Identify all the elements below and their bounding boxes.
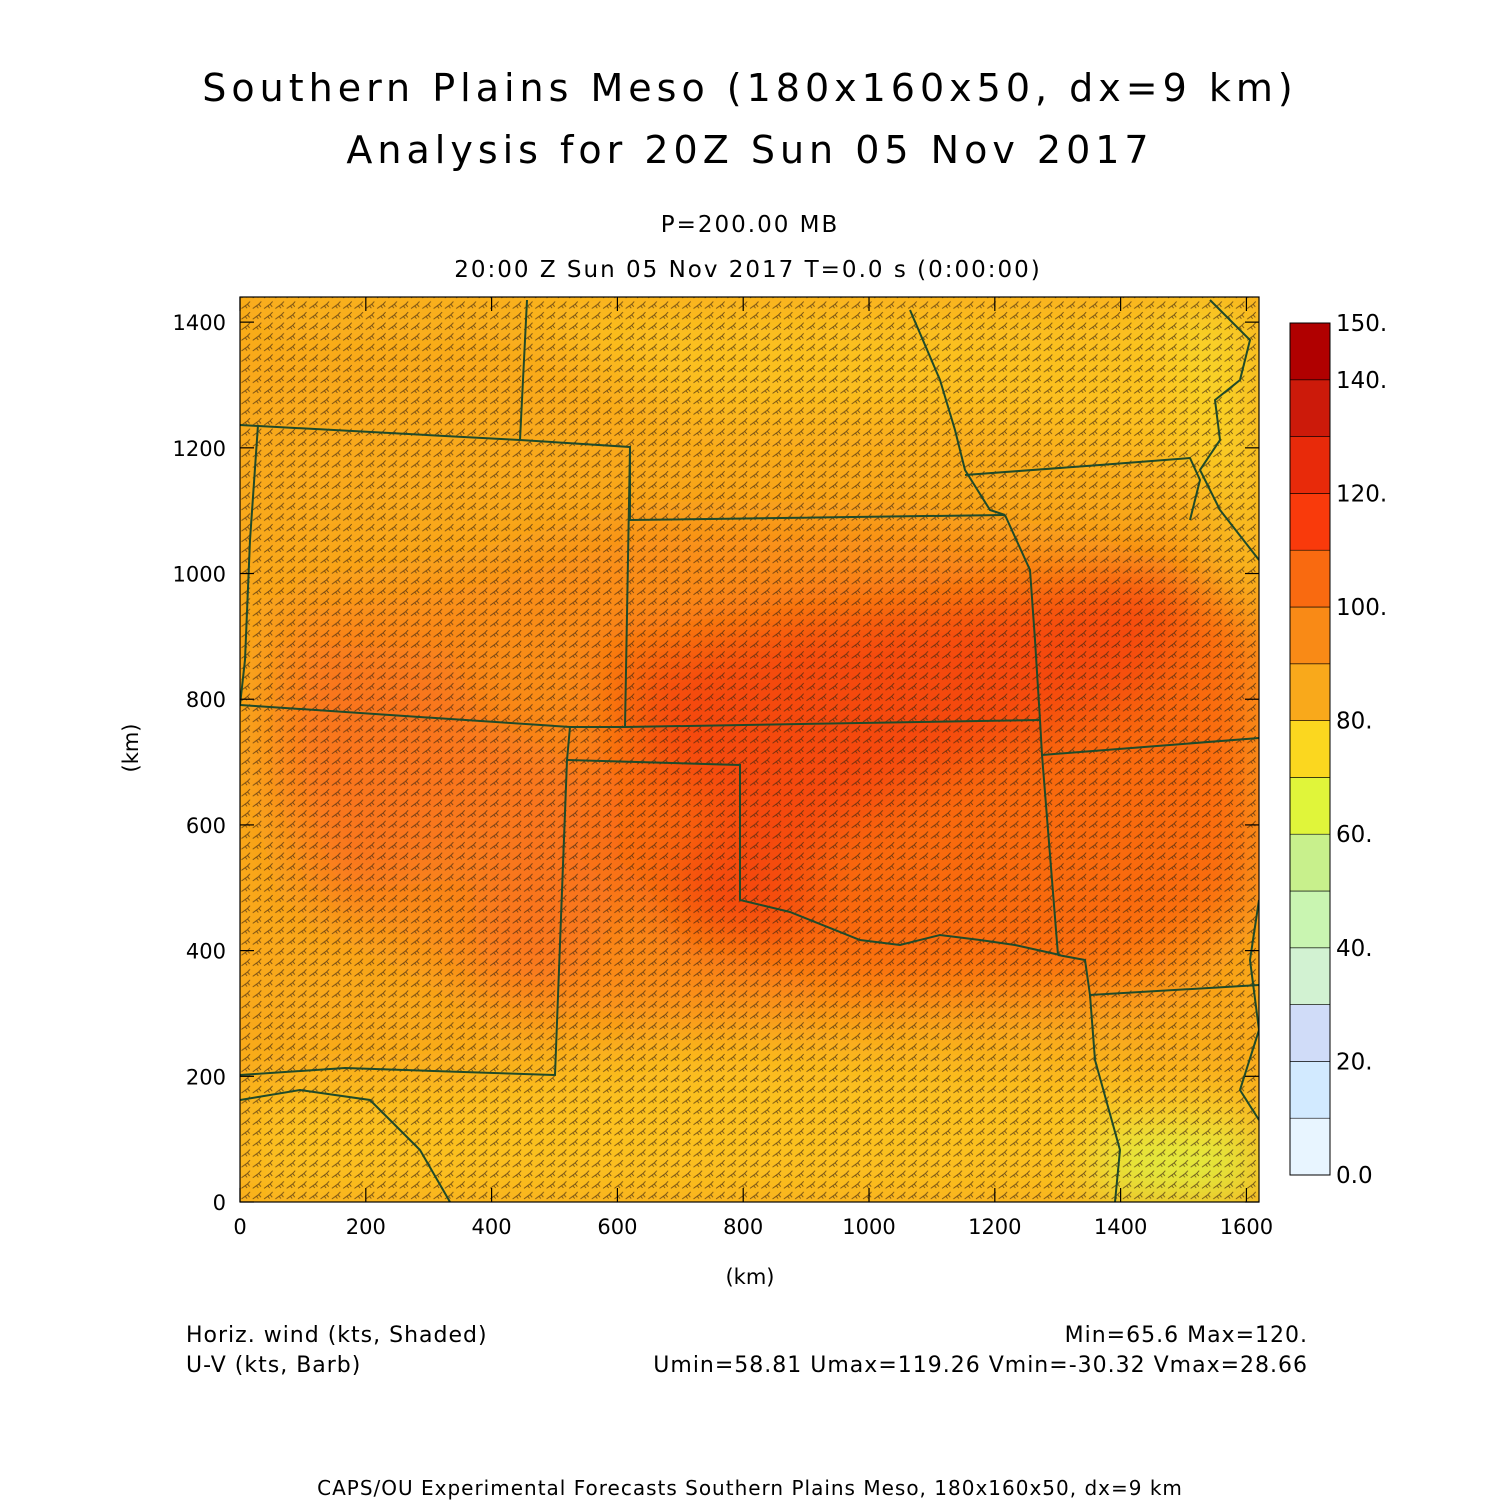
boundary-ar-la <box>1089 994 1122 1202</box>
colorbar-bin <box>1289 322 1331 381</box>
title-line-1: Southern Plains Meso (180x160x50, dx=9 k… <box>202 66 1298 110</box>
pressure-level: P=200.00 MB <box>660 212 840 238</box>
y-tick-label: 1200 <box>173 437 226 461</box>
y-tick-label: 800 <box>186 688 226 712</box>
boundary-ia-mo <box>964 456 1202 521</box>
colorbar-label: 120. <box>1336 481 1387 507</box>
colorbar-label: 60. <box>1336 822 1373 848</box>
colorbar-bin <box>1289 379 1331 437</box>
colorbar-label: 80. <box>1336 709 1373 735</box>
y-tick-label: 0 <box>213 1191 226 1215</box>
colorbar-label: 100. <box>1336 595 1387 621</box>
boundary-ne-ia <box>909 309 1006 516</box>
colorbar-label: 0.0 <box>1336 1163 1373 1189</box>
colorbar-bin <box>1289 1117 1331 1176</box>
x-tick-label: 1200 <box>968 1215 1021 1239</box>
min-max-stats: Min=65.6 Max=120. <box>1064 1323 1308 1348</box>
x-tick-label: 200 <box>346 1215 386 1239</box>
x-tick-label: 1000 <box>842 1215 895 1239</box>
x-tick-label: 0 <box>233 1215 246 1239</box>
colorbar-bin <box>1289 549 1331 608</box>
colorbar-bin <box>1289 606 1331 665</box>
credit-footer: CAPS/OU Experimental Forecasts Southern … <box>317 1476 1183 1500</box>
boundary-east-river <box>1238 899 1259 1121</box>
colorbar-bin <box>1289 1061 1331 1119</box>
boundary-co-east <box>624 446 631 728</box>
boundary-ks-mo <box>1004 514 1059 956</box>
colorbar-bin <box>1289 777 1331 835</box>
uv-stats: Umin=58.81 Umax=119.26 Vmin=-30.32 Vmax=… <box>653 1353 1308 1378</box>
y-axis-label: (km) <box>119 723 143 772</box>
axes: 0 200 400 600 800 1000 1200 1400 1600 0 200 400 600 8… <box>173 297 1273 1239</box>
y-tick-label: 600 <box>186 814 226 838</box>
colorbar-bin <box>1289 720 1331 778</box>
boundary-ok-ar <box>1057 954 1259 997</box>
field-shaded-label: Horiz. wind (kts, Shaded) <box>186 1323 488 1348</box>
colorbar-bin <box>1289 663 1331 721</box>
colorbar-bin <box>1289 947 1331 1005</box>
x-tick-label: 1400 <box>1094 1215 1147 1239</box>
field-barb-label: U-V (kts, Barb) <box>186 1353 362 1378</box>
colorbar-label: 140. <box>1336 368 1387 394</box>
title-line-2: Analysis for 20Z Sun 05 Nov 2017 <box>346 128 1154 172</box>
boundary-nm-tx <box>240 726 571 1077</box>
x-axis-label: (km) <box>725 1265 774 1289</box>
boundary-west <box>240 424 259 706</box>
boundary-ks-ok <box>624 719 1041 728</box>
boundary-mo-ar <box>1041 737 1259 756</box>
y-tick-label: 400 <box>186 940 226 964</box>
colorbar-bin <box>1289 833 1331 892</box>
boundary-tx-rio <box>240 1088 451 1202</box>
boundary-wy-ne <box>519 299 528 441</box>
colorbar-bin <box>1289 1004 1331 1062</box>
wind-speed-shading <box>240 297 1259 1202</box>
plot-frame <box>239 296 1260 1203</box>
x-tick-label: 600 <box>597 1215 637 1239</box>
colorbar-bin <box>1289 493 1331 551</box>
state-boundaries <box>240 299 1259 1202</box>
y-tick-label: 1400 <box>173 311 226 335</box>
valid-time: 20:00 Z Sun 05 Nov 2017 T=0.0 s (0:00:00… <box>454 257 1042 283</box>
y-tick-label: 200 <box>186 1065 226 1089</box>
colorbar: 0.0 20. 40. 60. 80. 100. 120. 140. 150. <box>1289 311 1387 1189</box>
colorbar-bin <box>1289 890 1331 949</box>
colorbar-frame <box>1289 322 1331 1176</box>
colorbar-bin <box>1289 436 1331 494</box>
x-tick-label: 800 <box>723 1215 763 1239</box>
colorbar-label: 20. <box>1336 1049 1373 1075</box>
y-tick-label: 1000 <box>173 563 226 587</box>
colorbar-label: 150. <box>1336 311 1387 337</box>
x-tick-label: 400 <box>472 1215 512 1239</box>
colorbar-label: 40. <box>1336 936 1373 962</box>
boundary-mississippi <box>1198 299 1259 561</box>
boundary-ok-panhandle <box>566 759 1061 956</box>
x-tick-label: 1600 <box>1220 1215 1273 1239</box>
